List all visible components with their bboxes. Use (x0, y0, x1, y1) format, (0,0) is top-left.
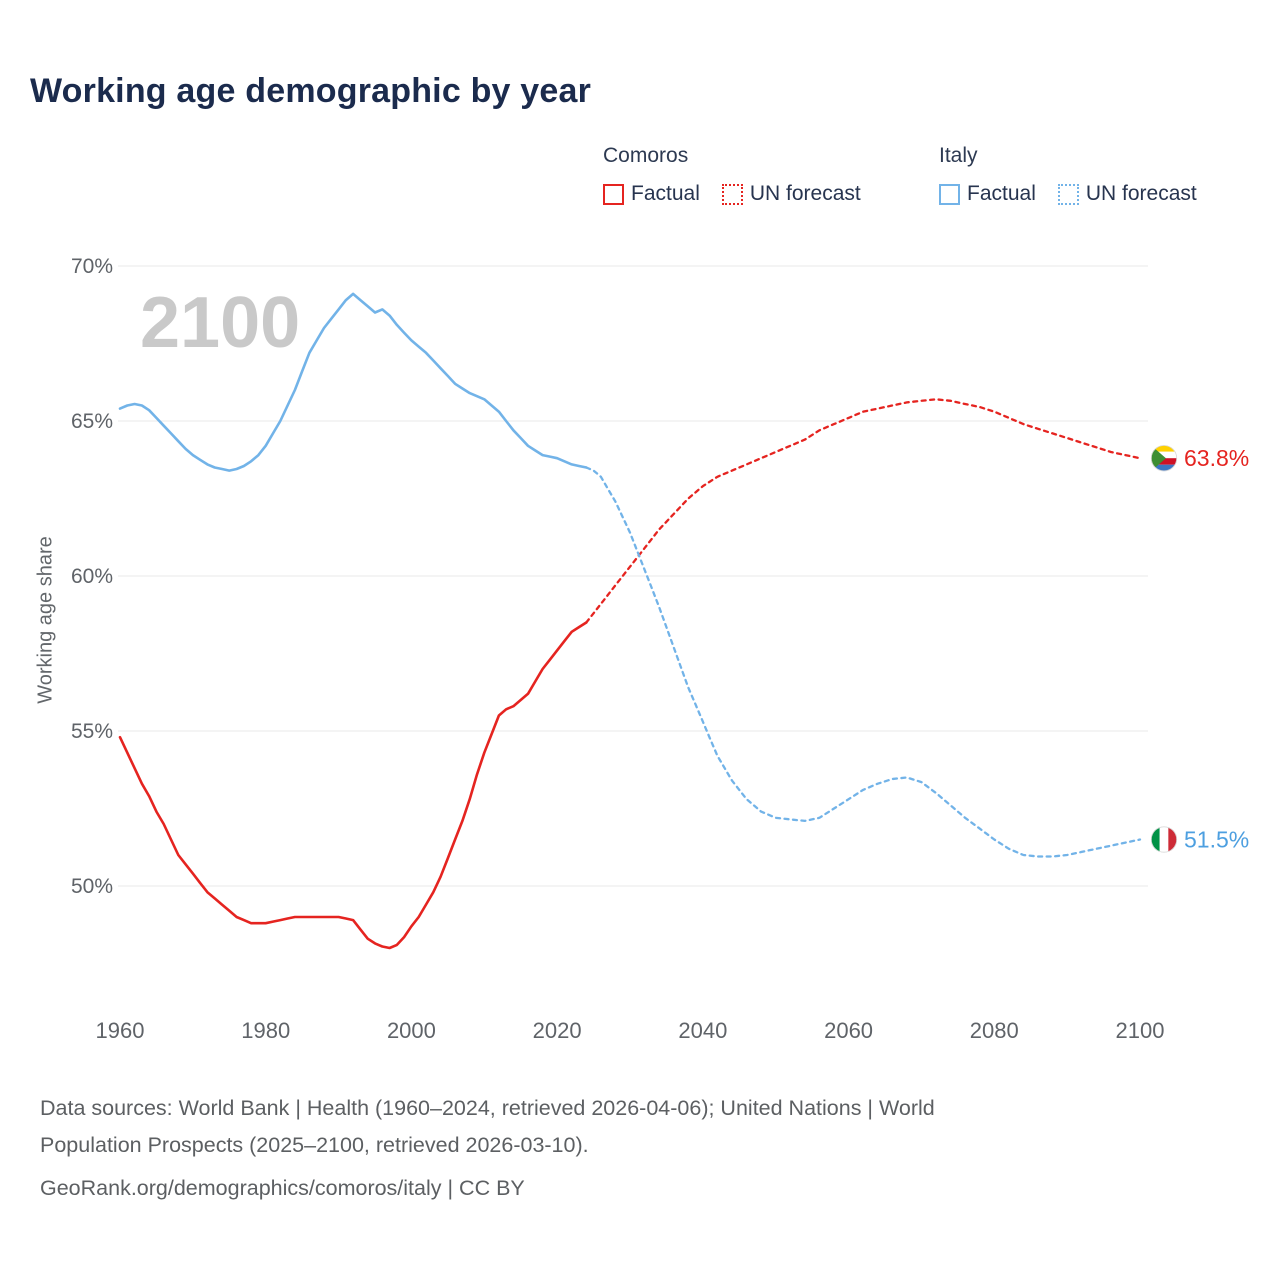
y-tick-label: 65% (71, 410, 113, 433)
comoros-factual-line (118, 621, 588, 950)
footer-data-sources-2: Population Prospects (2025–2100, retriev… (40, 1133, 589, 1157)
x-tick-label: 1980 (241, 1018, 290, 1043)
italy-factual-line (118, 292, 588, 472)
footer-data-sources: Data sources: World Bank | Health (1960–… (40, 1096, 935, 1120)
italy-flag-icon (1151, 826, 1177, 853)
x-tick-label: 2000 (387, 1018, 436, 1043)
italy-forecast-swatch-icon (1057, 183, 1079, 205)
y-tick-label: 70% (71, 255, 113, 278)
legend-item-comoros-forecast: UN forecast (721, 182, 861, 206)
y-tick-label: 50% (71, 875, 113, 898)
legend-item-label: UN forecast (1085, 182, 1197, 205)
legend: Comoros Factual UN forecast Italy Factua… (603, 144, 1197, 206)
legend-country-comoros: Comoros (603, 144, 689, 167)
x-tick-label: 2040 (678, 1018, 727, 1043)
italy-forecast-line (585, 466, 1142, 858)
comoros-factual-swatch-icon (603, 183, 624, 205)
y-tick-label: 60% (71, 565, 113, 588)
italy-end-value: 51.5% (1184, 827, 1249, 853)
x-tick-label: 2100 (1116, 1018, 1165, 1043)
watermark: 2100 (140, 283, 300, 363)
comoros-end-value: 63.8% (1184, 445, 1249, 471)
y-tick-label: 55% (71, 720, 113, 743)
legend-group-italy: Italy Factual UN forecast (939, 144, 1197, 206)
italy-factual-swatch-icon (939, 183, 960, 205)
legend-item-label: UN forecast (749, 182, 861, 205)
legend-item-comoros-factual: Factual (603, 182, 700, 206)
gridlines (118, 265, 1148, 887)
comoros-forecast-swatch-icon (721, 183, 743, 205)
x-tick-label: 2060 (824, 1018, 873, 1043)
page-title: Working age demographic by year (30, 72, 592, 110)
footer-attribution: GeoRank.org/demographics/comoros/italy |… (40, 1176, 525, 1200)
footer: Data sources: World Bank | Health (1960–… (40, 1090, 1240, 1207)
series-lines (118, 292, 1142, 950)
legend-country-italy: Italy (939, 144, 978, 167)
x-tick-label: 2020 (533, 1018, 582, 1043)
legend-item-label: Factual (967, 182, 1036, 205)
legend-item-italy-forecast: UN forecast (1057, 182, 1197, 206)
legend-item-label: Factual (631, 182, 700, 205)
legend-group-comoros: Comoros Factual UN forecast (603, 144, 901, 206)
axis-tick-labels: 50% 55% 60% 65% 70% 1960 1980 2000 2020 2040 2060 2… (71, 255, 1165, 1043)
x-tick-label: 2080 (970, 1018, 1019, 1043)
legend-item-italy-factual: Factual (939, 182, 1036, 206)
y-axis-label: Working age share (34, 536, 57, 704)
end-markers: 63.8% 51.5% (1150, 445, 1249, 853)
comoros-forecast-line (585, 398, 1142, 624)
x-tick-label: 1960 (96, 1018, 145, 1043)
comoros-flag-icon (1151, 445, 1177, 472)
